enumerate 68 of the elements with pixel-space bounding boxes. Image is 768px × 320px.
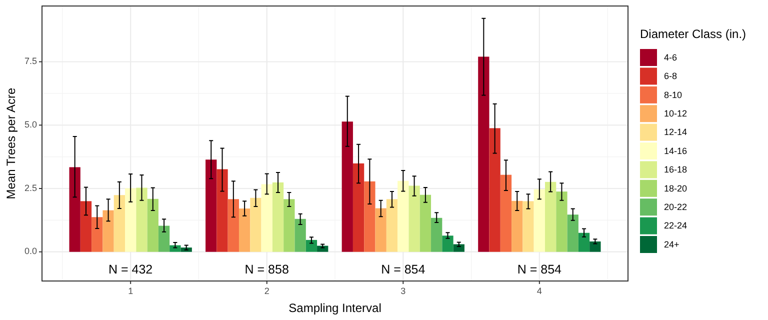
legend-title: Diameter Class (in.)	[640, 27, 746, 41]
bar	[170, 245, 181, 252]
bar	[158, 226, 170, 252]
x-tick-label: 1	[128, 286, 134, 296]
bar	[512, 200, 523, 252]
x-tick-label: 2	[264, 286, 270, 296]
bar	[478, 56, 490, 252]
bar	[125, 188, 136, 252]
bar	[69, 167, 80, 252]
bar	[284, 199, 295, 252]
annotation: N = 854	[517, 262, 562, 276]
y-tick-label: 7.5	[24, 56, 37, 66]
legend-label: 18-20	[664, 183, 688, 194]
bar	[250, 198, 262, 252]
x-tick-label: 4	[536, 286, 542, 296]
y-axis-title: Mean Trees per Acre	[4, 87, 18, 200]
bar	[352, 163, 364, 252]
bar	[408, 186, 420, 252]
legend-label: 6-8	[664, 71, 678, 82]
bar	[114, 195, 126, 252]
legend-label: 12-14	[664, 127, 688, 138]
annotation: N = 858	[244, 262, 289, 276]
bar	[272, 182, 284, 252]
bar	[567, 214, 578, 252]
legend-label: 20-22	[664, 202, 688, 212]
bar	[375, 208, 386, 252]
bar	[544, 182, 556, 252]
bar	[500, 174, 512, 252]
bar	[228, 199, 239, 252]
bar	[556, 192, 568, 252]
bar	[386, 199, 398, 252]
bar	[398, 180, 409, 252]
annotation: N = 432	[108, 262, 153, 276]
bar	[136, 188, 148, 252]
bar	[522, 201, 534, 252]
legend-label: 24+	[664, 239, 680, 250]
bar	[534, 189, 545, 252]
annotation: N = 854	[381, 262, 426, 276]
legend-label: 10-12	[664, 108, 688, 118]
legend-label: 16-18	[664, 164, 688, 175]
x-axis-title: Sampling Interval	[288, 301, 382, 315]
bar	[364, 181, 376, 252]
y-tick-label: 5.0	[24, 120, 37, 130]
bar	[92, 217, 103, 252]
bar	[80, 201, 92, 252]
bar	[590, 241, 601, 252]
bar	[306, 240, 318, 252]
bar	[442, 236, 454, 252]
x-tick-label: 3	[400, 286, 406, 296]
legend-label: 22-24	[664, 220, 688, 231]
legend-label: 14-16	[664, 146, 688, 156]
bar	[238, 208, 250, 252]
bar	[453, 244, 464, 252]
y-tick-label: 2.5	[24, 182, 37, 193]
bar	[420, 194, 432, 252]
bar	[216, 169, 228, 252]
bar	[261, 184, 272, 252]
bar	[147, 198, 158, 252]
bar	[578, 232, 590, 252]
bar	[206, 160, 217, 252]
bar	[431, 218, 442, 252]
legend-label: 4-6	[664, 52, 678, 62]
bar	[489, 128, 500, 252]
bar	[342, 122, 353, 252]
bar	[102, 210, 114, 252]
bar	[294, 218, 306, 252]
legend-label: 8-10	[664, 90, 682, 100]
y-tick-label: 0.0	[24, 246, 37, 256]
